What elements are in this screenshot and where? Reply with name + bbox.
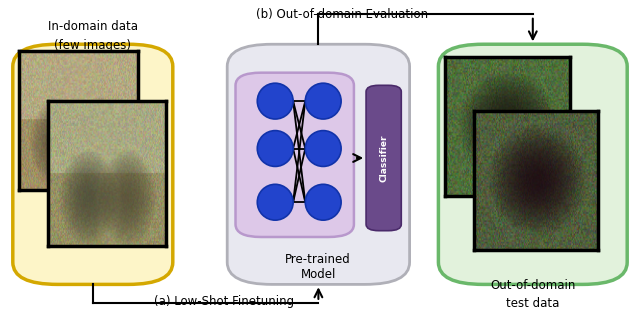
- Text: Out-of-domain: Out-of-domain: [490, 279, 576, 293]
- Ellipse shape: [257, 83, 293, 119]
- FancyBboxPatch shape: [227, 44, 410, 284]
- Text: In-domain data: In-domain data: [48, 20, 138, 33]
- Text: Classifier: Classifier: [379, 134, 388, 182]
- Ellipse shape: [305, 131, 341, 167]
- FancyBboxPatch shape: [438, 44, 627, 284]
- Ellipse shape: [305, 184, 341, 220]
- Text: test data: test data: [506, 297, 560, 310]
- Ellipse shape: [257, 131, 293, 167]
- FancyBboxPatch shape: [236, 73, 354, 237]
- FancyBboxPatch shape: [13, 44, 173, 284]
- Text: (b) Out-of-domain Evaluation: (b) Out-of-domain Evaluation: [257, 8, 428, 21]
- Text: (a) Low-Shot Finetuning: (a) Low-Shot Finetuning: [154, 295, 294, 308]
- Text: Pre-trained
Model: Pre-trained Model: [285, 253, 351, 281]
- Ellipse shape: [305, 83, 341, 119]
- Ellipse shape: [257, 184, 293, 220]
- FancyBboxPatch shape: [366, 85, 401, 231]
- Text: (few images): (few images): [54, 39, 131, 52]
